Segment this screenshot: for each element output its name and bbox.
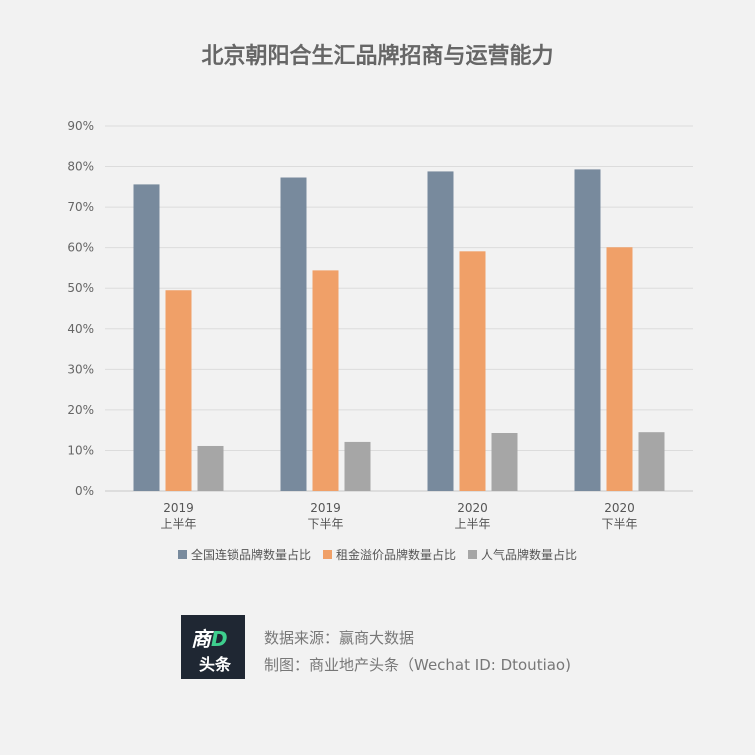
bar-2: [606, 247, 633, 491]
bar-3: [491, 433, 518, 491]
x-tick-label: 2020: [457, 501, 488, 515]
legend-label: 全国连锁品牌数量占比: [190, 548, 311, 562]
bar-3: [638, 432, 665, 491]
chart-credit: 制图：商业地产头条（Wechat ID: Dtoutiao): [264, 656, 571, 674]
bar-3: [197, 445, 224, 491]
y-tick-label: 90%: [67, 119, 94, 133]
bar-2: [459, 251, 486, 491]
y-tick-label: 60%: [67, 241, 94, 255]
x-tick-label: 2019: [163, 501, 194, 515]
bar-2: [312, 270, 339, 491]
y-tick-label: 0%: [75, 484, 94, 498]
x-tick-label: 2019: [310, 501, 341, 515]
y-tick-label: 50%: [67, 281, 94, 295]
legend-swatch: [322, 550, 332, 559]
y-tick-label: 70%: [67, 200, 94, 214]
chart-title: 北京朝阳合生汇品牌招商与运营能力: [201, 44, 554, 69]
bar-1: [133, 184, 160, 491]
y-tick-label: 80%: [67, 160, 94, 174]
logo: 商D 头条: [181, 615, 245, 679]
legend-item: 租金溢价品牌数量占比: [322, 546, 456, 563]
x-tick-sublabel: 上半年: [454, 517, 490, 531]
y-tick-label: 20%: [67, 403, 94, 417]
legend-label: 人气品牌数量占比: [481, 548, 578, 562]
legend: 全国连锁品牌数量占比 租金溢价品牌数量占比 人气品牌数量占比: [0, 546, 755, 563]
legend-label: 租金溢价品牌数量占比: [335, 548, 456, 562]
y-tick-label: 10%: [67, 443, 94, 457]
legend-swatch: [468, 550, 477, 559]
bar-1: [427, 171, 454, 491]
data-source: 数据来源：赢商大数据: [264, 629, 415, 647]
legend-item: 人气品牌数量占比: [468, 546, 577, 563]
x-tick-sublabel: 上半年: [160, 517, 196, 531]
bar-1: [574, 169, 601, 491]
x-tick-sublabel: 下半年: [601, 517, 637, 531]
bar-2: [165, 290, 192, 491]
legend-item: 全国连锁品牌数量占比: [177, 546, 311, 563]
y-tick-label: 30%: [67, 362, 94, 376]
y-tick-label: 40%: [67, 322, 94, 336]
legend-swatch: [177, 550, 187, 559]
bar-chart: 0% 10% 20% 30% 40% 50% 60% 70% 80% 90% 2019 上半年 2019…: [67, 119, 693, 531]
x-tick-label: 2020: [604, 501, 635, 515]
bar-1: [280, 177, 307, 491]
x-tick-sublabel: 下半年: [307, 517, 343, 531]
bar-3: [344, 441, 371, 491]
